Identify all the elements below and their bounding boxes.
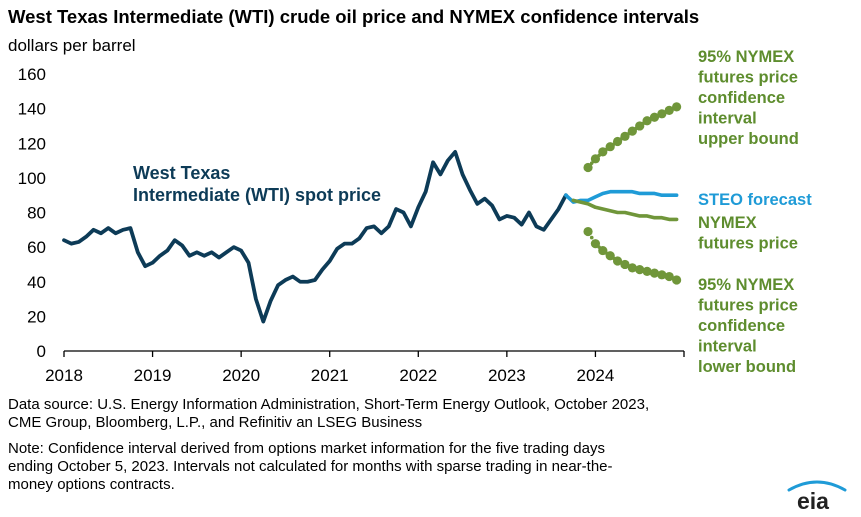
wti-series-label: West Texas Intermediate (WTI) spot price: [133, 163, 381, 205]
confidence-dot: [583, 162, 593, 173]
nymex-futures-label: NYMEX futures price: [698, 214, 798, 253]
x-tick-label: 2020: [222, 366, 260, 385]
upper-bound-label: 95% NYMEX futures price confidence interval…: [698, 48, 799, 148]
confidence-dot-small: [641, 268, 646, 273]
chart-subtitle: dollars per barrel: [8, 36, 136, 55]
x-tick-label: 2024: [577, 366, 615, 385]
x-axis: 2018 2019 2020 2021 2022 2023 2024: [45, 350, 685, 385]
lower-bound-label: 95% NYMEX futures price confidence interval…: [698, 276, 798, 376]
confidence-dot-small: [641, 121, 646, 126]
confidence-dot: [635, 265, 645, 275]
y-tick-label: 20: [27, 307, 46, 326]
chart-title: West Texas Intermediate (WTI) crude oil …: [8, 6, 700, 27]
confidence-dot-small: [589, 161, 594, 165]
x-tick-label: 2022: [399, 366, 437, 385]
confidence-dot-small: [612, 142, 616, 146]
confidence-dot-small: [656, 272, 660, 276]
x-tick-label: 2023: [488, 366, 526, 385]
confidence-dot-small: [597, 245, 601, 249]
confidence-dot: [649, 268, 660, 278]
y-tick-label: 60: [27, 238, 46, 257]
y-tick-label: 160: [18, 65, 46, 84]
confidence-dot-small: [663, 273, 668, 278]
confidence-dot-small: [634, 266, 638, 271]
lower-bound-dots: [583, 226, 682, 285]
confidence-dot-small: [648, 117, 653, 121]
confidence-dot-small: [589, 235, 594, 240]
confidence-dot: [590, 154, 601, 164]
confidence-dot-small: [612, 256, 616, 261]
confidence-dot-small: [626, 264, 631, 268]
confidence-dot-small: [597, 153, 601, 158]
confidence-dot-small: [619, 137, 624, 141]
wti-spot-price-line: [62, 150, 568, 324]
confidence-dot-small: [626, 131, 631, 136]
confidence-dot-small: [634, 126, 638, 131]
confidence-dot-small: [619, 260, 624, 265]
confidence-dot-small: [671, 106, 675, 111]
y-tick-label: 0: [37, 342, 46, 361]
source-line-2: CME Group, Bloomberg, L.P., and Refiniti…: [8, 414, 423, 431]
steo-forecast-label: STEO forecast: [698, 191, 812, 209]
y-axis: 0 20 40 60 80 100 120 140 160: [18, 65, 46, 361]
confidence-dot-small: [648, 270, 653, 275]
steo-forecast-line: [564, 189, 679, 204]
nymex-futures-line: [571, 198, 679, 222]
confidence-dot: [657, 270, 667, 280]
source-line-1: Data source: U.S. Energy Information Adm…: [8, 396, 650, 413]
confidence-dot: [583, 226, 593, 237]
confidence-dot-small: [671, 276, 675, 281]
note-line-3: money options contracts.: [8, 476, 175, 493]
confidence-dot: [642, 266, 652, 276]
y-tick-label: 120: [18, 134, 46, 153]
confidence-dot-small: [663, 110, 668, 114]
x-tick-label: 2021: [311, 366, 349, 385]
confidence-dot-small: [604, 147, 609, 152]
confidence-dot-small: [604, 251, 609, 255]
x-tick-label: 2019: [134, 366, 172, 385]
y-tick-label: 80: [27, 204, 46, 223]
y-tick-label: 140: [18, 100, 46, 119]
svg-text:eia: eia: [797, 488, 829, 512]
eia-logo: eia: [787, 480, 847, 512]
upper-bound-dots: [583, 102, 682, 173]
series-layer: [62, 102, 682, 324]
y-tick-label: 100: [18, 169, 46, 188]
confidence-dot: [590, 239, 601, 249]
labels-layer: West Texas Intermediate (WTI) spot price 9…: [133, 48, 812, 376]
confidence-dot-small: [656, 113, 660, 118]
note-line-2: ending October 5, 2023. Intervals not ca…: [8, 458, 613, 475]
note-line-1: Note: Confidence interval derived from o…: [8, 440, 605, 457]
y-tick-label: 40: [27, 273, 46, 292]
x-tick-label: 2018: [45, 366, 83, 385]
